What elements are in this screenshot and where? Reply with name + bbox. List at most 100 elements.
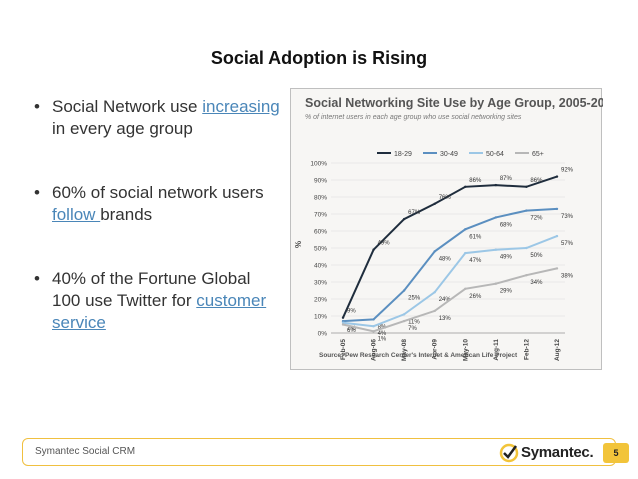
checkmark-circle-icon xyxy=(499,443,519,463)
data-point xyxy=(555,267,559,270)
data-label: 73% xyxy=(561,214,574,220)
legend-label: 50-64 xyxy=(486,151,504,158)
data-label: 49% xyxy=(500,255,513,261)
x-tick-label: Aug-06 xyxy=(371,339,378,361)
chart-subtitle: % of internet users in each age group wh… xyxy=(305,114,522,121)
bullet-text: 60% of social network users xyxy=(52,183,264,202)
data-label: 13% xyxy=(439,316,452,322)
data-point xyxy=(464,287,467,290)
y-tick-label: 80% xyxy=(314,195,327,202)
y-tick-label: 50% xyxy=(314,246,327,253)
chart-image: Social Networking Site Use by Age Group,… xyxy=(290,88,603,370)
bullet-list: Social Network use increasing in every a… xyxy=(32,96,282,376)
data-label: 11% xyxy=(408,319,420,325)
data-label: 61% xyxy=(469,234,482,240)
y-tick-label: 70% xyxy=(314,212,327,219)
bullet-item: 60% of social network users follow brand… xyxy=(32,182,282,226)
data-point xyxy=(341,321,345,324)
bullet-item: Social Network use increasing in every a… xyxy=(32,96,282,140)
x-tick-label: May-08 xyxy=(401,339,408,361)
data-label: 24% xyxy=(439,297,452,303)
y-tick-label: 100% xyxy=(310,161,327,168)
data-point xyxy=(494,282,498,285)
y-tick-label: 20% xyxy=(314,297,327,304)
slide-title: Social Adoption is Rising xyxy=(210,48,428,68)
data-label: 48% xyxy=(439,256,452,262)
x-tick-label: Apr-09 xyxy=(432,339,439,360)
bullet-text: in every age group xyxy=(52,119,193,138)
chart-svg: Social Networking Site Use by Age Group,… xyxy=(294,96,603,361)
x-tick-label: Aug-11 xyxy=(493,339,500,361)
y-axis-label: % xyxy=(294,241,303,248)
link-follow[interactable]: follow xyxy=(52,205,101,224)
data-label: 26% xyxy=(469,294,482,300)
data-label: 86% xyxy=(469,178,482,184)
link-increasing[interactable]: increasing xyxy=(202,97,280,116)
data-point xyxy=(525,246,528,250)
y-tick-label: 60% xyxy=(314,229,327,236)
data-point xyxy=(525,274,528,277)
x-tick-label: Aug-12 xyxy=(554,339,561,361)
data-label: 6% xyxy=(347,328,356,334)
data-label: 29% xyxy=(500,289,513,295)
chart-title: Social Networking Site Use by Age Group,… xyxy=(305,96,603,110)
data-point xyxy=(494,248,498,251)
y-tick-label: 30% xyxy=(314,280,327,287)
data-label: 49% xyxy=(378,241,391,247)
data-point xyxy=(372,325,375,328)
x-tick-label: Feb-12 xyxy=(523,339,530,360)
x-tick-label: May-10 xyxy=(462,339,469,361)
data-point xyxy=(341,323,345,326)
data-label: 57% xyxy=(561,241,574,247)
data-label: 67% xyxy=(408,210,421,216)
data-label: 34% xyxy=(530,280,543,286)
data-point xyxy=(464,251,467,255)
data-point xyxy=(525,185,528,188)
bullet-text: brands xyxy=(100,205,153,224)
data-point xyxy=(494,183,498,187)
data-point xyxy=(555,234,559,238)
data-point xyxy=(464,185,467,188)
data-point xyxy=(372,248,375,251)
x-tick-label: Feb-05 xyxy=(340,339,347,360)
data-point xyxy=(464,228,467,231)
data-label: 68% xyxy=(500,222,513,228)
data-point xyxy=(433,291,436,294)
bullet-item: 40% of the Fortune Global 100 use Twitte… xyxy=(32,268,282,334)
data-point xyxy=(433,250,436,253)
data-point xyxy=(402,217,406,221)
data-label: 86% xyxy=(530,178,543,184)
data-label: 9% xyxy=(347,309,356,315)
data-label: 25% xyxy=(408,296,421,302)
data-label: 38% xyxy=(561,273,574,279)
logo-text: Symantec. xyxy=(521,444,594,461)
y-tick-label: 10% xyxy=(314,314,327,321)
page-number: 5 xyxy=(603,443,629,463)
data-point xyxy=(525,209,528,212)
legend-label: 30-49 xyxy=(440,151,458,158)
data-label: 47% xyxy=(469,258,482,264)
symantec-logo: Symantec. xyxy=(499,441,597,465)
data-point xyxy=(402,313,406,316)
bullet-text: Social Network use xyxy=(52,97,203,116)
data-point xyxy=(555,207,559,211)
bullet-text: 40% of the Fortune Global 100 use Twitte… xyxy=(52,269,251,310)
data-point xyxy=(372,318,375,321)
link-customer-service[interactable]: customer service xyxy=(52,291,267,332)
data-point xyxy=(402,319,406,323)
series-line-30-49 xyxy=(342,207,558,323)
series-line-18-29 xyxy=(342,175,558,319)
data-label: 1% xyxy=(378,336,387,342)
data-label: 4% xyxy=(378,331,387,337)
y-tick-label: 40% xyxy=(314,263,327,270)
legend-label: 18-29 xyxy=(394,151,412,158)
data-point xyxy=(341,316,345,319)
data-point xyxy=(402,289,406,292)
data-point xyxy=(494,216,498,219)
data-point xyxy=(433,309,436,313)
data-label: 87% xyxy=(500,176,513,182)
legend-label: 65+ xyxy=(532,151,544,158)
data-label: 76% xyxy=(439,195,452,201)
series-line-50-64 xyxy=(342,235,558,328)
data-point xyxy=(341,319,345,323)
